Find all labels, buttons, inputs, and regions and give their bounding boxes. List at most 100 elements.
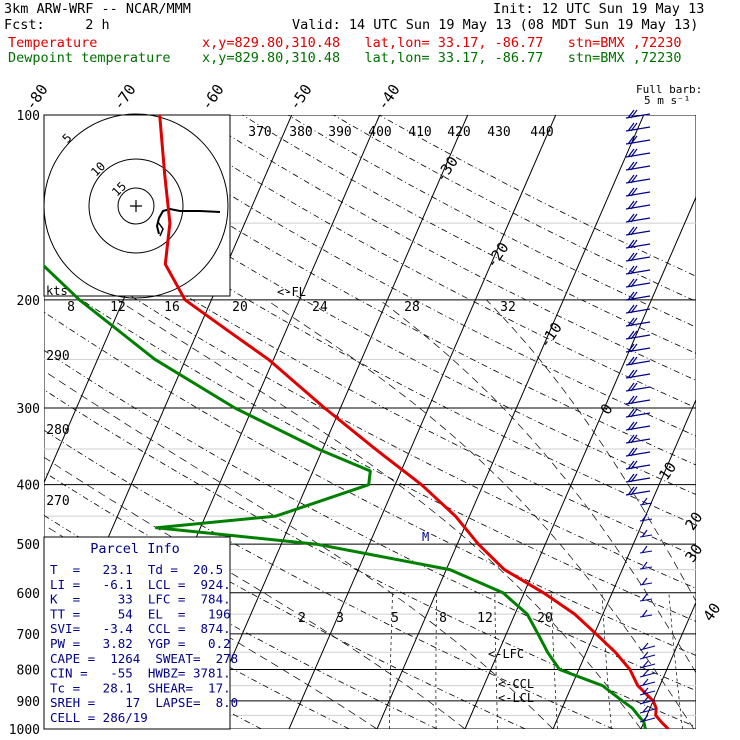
model-title: 3km ARW-WRF -- NCAR/MMM (4, 1, 191, 17)
mixing-ratio-line (494, 592, 499, 729)
marker-fl: <-FL (277, 285, 306, 299)
moist-adiabat (44, 370, 554, 729)
isotherm-line (464, 195, 696, 729)
wind-barb (639, 651, 656, 660)
wind-barb (639, 696, 656, 705)
parcel-row: Tc = 28.1 SHEAR= 17. (50, 680, 231, 695)
dry-adiabat (44, 169, 696, 526)
wind-barb (625, 278, 651, 288)
wind-barb (639, 577, 653, 586)
marker-m: M (422, 530, 429, 544)
barb-units: 5 m s⁻¹ (644, 94, 690, 107)
dry-adiabat (242, 115, 696, 354)
dry-adiabat (44, 135, 696, 496)
wind-barb (625, 486, 651, 496)
parcel-row: SREH = 17 LAPSE= 8.0 (50, 695, 238, 710)
mixing-ratio-line (435, 592, 437, 729)
dry-adiabat (59, 115, 696, 466)
dry-adiabat (150, 115, 696, 409)
parcel-row: LI = -6.1 LCL = 924. (50, 577, 231, 592)
isotherm-line (552, 398, 696, 729)
isotherm-line (200, 115, 469, 729)
marker-lfc: <-LFC (488, 647, 524, 661)
mixing-ratio-label: 12 (477, 611, 493, 626)
speed-scale-label: 32 (500, 300, 516, 315)
hodograph-ring (117, 187, 155, 225)
theta-tick-label: 410 (408, 125, 431, 140)
mixing-ratio-line (389, 592, 393, 729)
mixing-ratio-label: 3 (336, 611, 344, 626)
wind-barb (625, 382, 651, 392)
wind-barb (639, 687, 656, 696)
wind-barb (625, 226, 651, 236)
pressure-tick-label: 600 (17, 587, 40, 602)
wind-barb (625, 408, 651, 418)
speed-scale-label: 24 (312, 300, 328, 315)
parcel-info-box: Parcel Info T = 23.1 Td = 20.5LI = -6.1 L… (43, 536, 238, 730)
theta-left-label: 290 (46, 349, 69, 364)
wind-barb (639, 561, 653, 570)
hodograph-ring (43, 113, 229, 299)
mixing-ratio-label: 8 (439, 611, 447, 626)
isotherm-tick-label: -10 (536, 319, 566, 352)
theta-tick-label: 420 (447, 125, 470, 140)
wind-barb (625, 395, 651, 405)
wind-barb (625, 317, 651, 327)
pressure-tick-label: 1000 (9, 723, 40, 738)
dry-adiabat (44, 203, 696, 557)
wind-barb (639, 497, 653, 506)
wind-barb (639, 714, 656, 723)
marker-lcl: <-LCL (498, 691, 534, 705)
parcel-row: K = 33 LFC = 784. (50, 592, 231, 607)
mixing-ratio-label: 20 (537, 611, 553, 626)
wind-barb (625, 434, 651, 444)
theta-tick-label: 400 (368, 125, 391, 140)
wind-barb (639, 513, 653, 522)
dry-adiabat (44, 238, 696, 589)
wind-barb (625, 304, 651, 314)
wind-barb (625, 161, 651, 171)
dry-adiabat (44, 349, 696, 692)
wind-barb (625, 343, 651, 353)
wind-barb (639, 678, 656, 687)
marker-ccl: <-CCL (498, 677, 534, 691)
hodograph-ring (88, 158, 184, 254)
dry-adiabat (105, 115, 696, 437)
parcel-row: CAPE = 1264 SWEAT= 278 (50, 651, 238, 666)
pressure-tick-label: 100 (17, 109, 40, 124)
mixing-ratio-label: 5 (391, 611, 399, 626)
hodograph-trace (155, 207, 221, 235)
isotherm-line (288, 115, 557, 729)
wind-barb (625, 148, 651, 158)
wind-barb (625, 265, 651, 275)
isotherm-line (376, 115, 645, 729)
mixing-ratio-line (550, 592, 558, 729)
isotherm-tick-label: 10 (655, 459, 680, 484)
wind-barbs (625, 109, 656, 723)
wind-barb (625, 135, 651, 145)
dewpoint-location: x,y=829.80,310.48 lat,lon= 33.17, -86.77… (202, 50, 682, 66)
mixing-ratio-line (668, 592, 683, 729)
wind-barb (639, 660, 656, 669)
wind-barb (625, 122, 651, 132)
speed-units-label: kts (46, 284, 68, 298)
wind-barb (639, 705, 656, 714)
wind-barb (639, 545, 653, 554)
wind-barb (639, 609, 653, 618)
parcel-row: CIN = -55 HWBZ= 3781. (50, 666, 231, 681)
pressure-tick-label: 300 (17, 402, 40, 417)
wind-barb (625, 421, 651, 431)
wind-barb (625, 109, 651, 119)
wind-barb (625, 447, 651, 457)
dewpoint-line (44, 263, 647, 729)
theta-tick-label: 430 (487, 125, 510, 140)
mixing-ratio-label: 2 (298, 611, 306, 626)
pressure-tick-label: 400 (17, 479, 40, 494)
wind-barb (639, 642, 656, 651)
parcel-row: PW = 3.82 YGP = 0.2 (50, 636, 231, 651)
speed-scale-label: 8 (67, 300, 75, 315)
isotherm-tick-label: -60 (197, 81, 227, 114)
isotherm-line (729, 115, 740, 729)
dry-adiabat (44, 429, 614, 729)
